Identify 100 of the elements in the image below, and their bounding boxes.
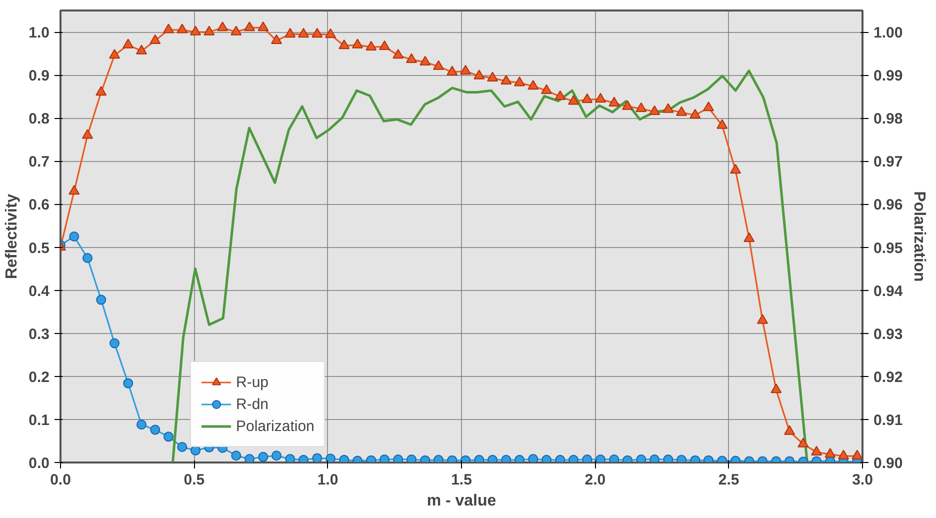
- legend-label: R-dn: [236, 396, 269, 412]
- point: [555, 454, 566, 462]
- point: [703, 102, 714, 112]
- point: [622, 100, 634, 110]
- point: [663, 454, 674, 462]
- point: [554, 90, 566, 100]
- point: [582, 93, 593, 103]
- point: [272, 450, 282, 461]
- point: [824, 448, 836, 458]
- point: [271, 34, 282, 44]
- point: [528, 454, 538, 462]
- point: [474, 454, 484, 462]
- point: [110, 338, 120, 348]
- y-tick-label: 0.5: [28, 240, 50, 257]
- point: [798, 438, 809, 448]
- point: [406, 454, 417, 462]
- line-series: [172, 70, 808, 462]
- point: [258, 452, 268, 462]
- point: [82, 129, 93, 139]
- x-tick-label: 3.0: [852, 472, 873, 488]
- point: [636, 102, 647, 112]
- point: [96, 86, 107, 96]
- y2-tick-label: 0.95: [874, 240, 903, 257]
- point: [68, 185, 80, 195]
- point: [568, 95, 580, 105]
- x-tick-label: 1.5: [451, 472, 472, 488]
- point: [757, 314, 768, 324]
- point: [811, 446, 822, 456]
- point: [244, 454, 255, 462]
- point: [650, 454, 660, 462]
- point: [852, 450, 862, 460]
- point: [690, 108, 701, 118]
- y2-tick-label: 1.00: [874, 24, 903, 42]
- point: [285, 454, 296, 462]
- point: [608, 96, 620, 106]
- x-axis-title: m - value: [426, 492, 496, 510]
- y2-tick-label: 0.99: [874, 68, 903, 85]
- point: [325, 28, 336, 38]
- point: [420, 56, 431, 66]
- y2-tick-label: 0.90: [874, 455, 903, 472]
- point: [609, 454, 620, 462]
- point: [487, 72, 498, 82]
- point: [542, 454, 552, 462]
- point: [770, 383, 782, 394]
- point: [716, 119, 728, 129]
- point: [312, 453, 322, 462]
- point: [636, 454, 646, 462]
- point: [176, 24, 188, 34]
- y2-tick-label: 0.93: [874, 326, 903, 343]
- point: [676, 454, 687, 462]
- y2-tick-label: 0.91: [874, 412, 903, 429]
- point: [366, 40, 377, 50]
- point: [204, 26, 215, 36]
- point: [379, 40, 390, 50]
- point: [312, 28, 323, 38]
- point: [514, 76, 526, 86]
- point: [541, 84, 552, 94]
- point: [339, 454, 350, 462]
- y-tick-label: 0.7: [28, 154, 50, 171]
- point: [662, 103, 674, 113]
- point: [150, 34, 161, 44]
- point: [393, 454, 404, 462]
- y-tick-label: 0.8: [28, 110, 50, 128]
- x-tick-label: 2.5: [718, 472, 740, 488]
- point: [380, 454, 390, 462]
- y-tick-label: 0.6: [28, 196, 50, 214]
- point: [163, 24, 174, 34]
- point: [514, 454, 525, 462]
- point: [433, 60, 444, 70]
- x-tick-label: 0.5: [184, 472, 205, 488]
- point: [231, 450, 242, 461]
- point: [838, 450, 850, 460]
- point: [649, 105, 660, 116]
- point: [326, 454, 336, 462]
- point: [434, 454, 444, 462]
- point: [676, 106, 688, 116]
- point: [217, 21, 228, 32]
- y-tick-label: 0.1: [28, 412, 50, 429]
- point: [150, 424, 160, 435]
- point: [96, 294, 106, 305]
- x-tick-label: 2.0: [584, 472, 606, 488]
- y-tick-label: 1.0: [28, 24, 50, 42]
- point: [230, 26, 242, 36]
- point: [258, 21, 269, 32]
- point: [136, 420, 146, 430]
- point: [352, 38, 364, 48]
- point: [446, 66, 458, 76]
- point: [338, 40, 350, 50]
- x-tick-label: 0.0: [50, 472, 71, 488]
- point: [582, 454, 592, 462]
- point: [784, 425, 796, 435]
- y2-tick-label: 0.98: [874, 110, 903, 128]
- point: [501, 454, 512, 462]
- point: [136, 44, 147, 54]
- y-tick-label: 0.0: [28, 455, 50, 472]
- point: [500, 74, 512, 84]
- point: [69, 232, 80, 242]
- point: [190, 445, 201, 456]
- y-axis-title: Reflectivity: [4, 194, 21, 280]
- legend-label: R-up: [236, 374, 269, 390]
